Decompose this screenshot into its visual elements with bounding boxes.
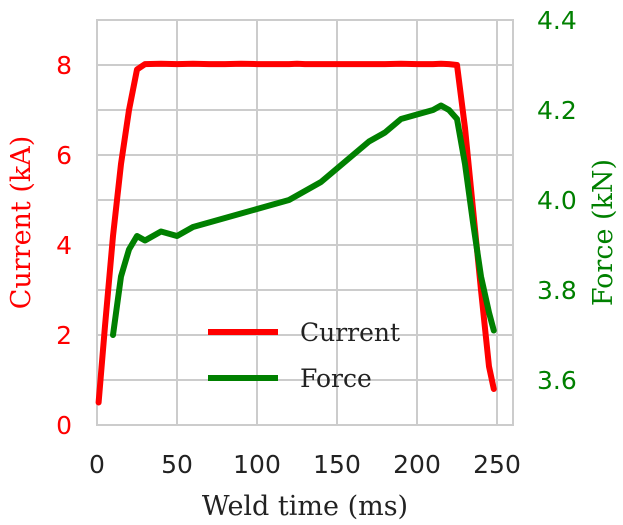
y-right-tick-label: 3.8 bbox=[537, 276, 577, 305]
y-right-tick-labels: 3.6 3.8 4.0 4.2 4.4 bbox=[537, 6, 577, 395]
plot-frame bbox=[96, 19, 514, 426]
y-left-tick-label: 2 bbox=[56, 321, 72, 350]
y-right-axis-label: Force (kN) bbox=[588, 159, 619, 306]
x-tick-label: 0 bbox=[89, 450, 105, 479]
x-tick-label: 50 bbox=[161, 450, 193, 479]
x-tick-labels: 0 50 100 150 200 250 bbox=[89, 450, 521, 479]
y-left-tick-label: 4 bbox=[56, 231, 72, 260]
series-layer bbox=[95, 60, 497, 406]
y-right-tick-label: 3.6 bbox=[537, 366, 577, 395]
legend: Current Force bbox=[208, 318, 400, 393]
x-tick-label: 200 bbox=[393, 450, 441, 479]
y-left-tick-label: 0 bbox=[56, 411, 72, 440]
x-tick-label: 150 bbox=[313, 450, 361, 479]
x-tick-label: 100 bbox=[233, 450, 281, 479]
x-axis-label: Weld time (ms) bbox=[202, 491, 408, 522]
x-tick-label: 250 bbox=[473, 450, 521, 479]
y-left-tick-label: 8 bbox=[56, 51, 72, 80]
series-line-current bbox=[95, 60, 497, 406]
legend-current-label: Current bbox=[300, 318, 400, 347]
y-left-tick-label: 6 bbox=[56, 141, 72, 170]
y-right-tick-label: 4.4 bbox=[537, 6, 577, 35]
series-line-force bbox=[110, 102, 497, 338]
y-left-tick-labels: 0 2 4 6 8 bbox=[56, 51, 72, 440]
y-left-axis-label: Current (kA) bbox=[6, 136, 37, 310]
y-right-tick-label: 4.2 bbox=[537, 96, 577, 125]
y-right-tick-label: 4.0 bbox=[537, 186, 577, 215]
legend-force-label: Force bbox=[300, 364, 372, 393]
